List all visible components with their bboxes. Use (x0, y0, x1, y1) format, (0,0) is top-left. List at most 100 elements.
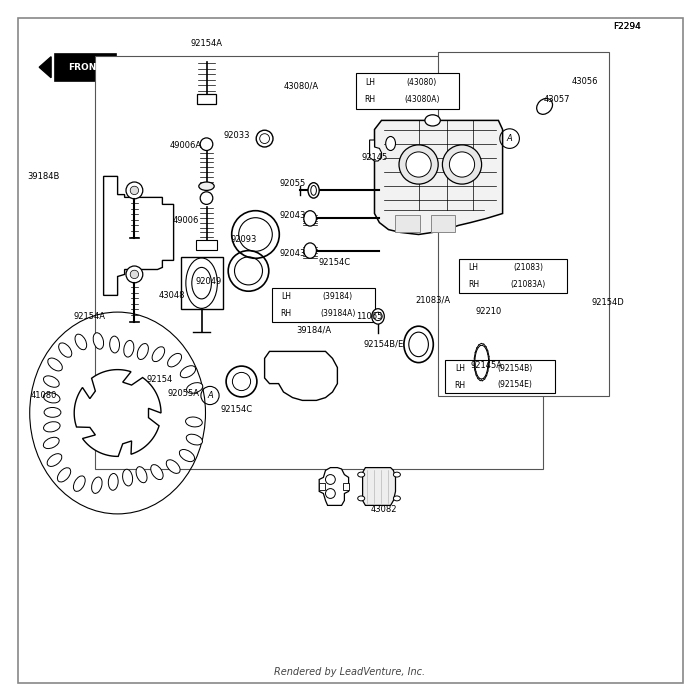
Text: 92154A: 92154A (190, 39, 223, 48)
Bar (272, 288, 375, 322)
Text: 41080: 41080 (30, 391, 57, 400)
Ellipse shape (43, 421, 60, 432)
Ellipse shape (372, 309, 384, 324)
Ellipse shape (308, 183, 319, 198)
Text: 92043: 92043 (279, 211, 306, 220)
Text: 39184/A: 39184/A (296, 326, 331, 335)
Text: 49006: 49006 (172, 216, 199, 225)
Polygon shape (265, 351, 337, 400)
Text: RH: RH (454, 381, 466, 389)
Text: 39184B: 39184B (27, 172, 60, 181)
Polygon shape (74, 370, 161, 456)
Polygon shape (370, 140, 382, 161)
Ellipse shape (75, 334, 87, 350)
Ellipse shape (186, 434, 202, 445)
Ellipse shape (537, 99, 552, 114)
Ellipse shape (74, 476, 85, 491)
Text: (39184): (39184) (323, 293, 353, 301)
Text: 92154A: 92154A (74, 312, 106, 321)
Ellipse shape (150, 465, 163, 480)
Ellipse shape (59, 343, 72, 357)
Ellipse shape (110, 336, 120, 353)
Ellipse shape (43, 376, 60, 387)
Ellipse shape (186, 383, 203, 393)
Bar (395, 215, 420, 232)
Bar (55, 54, 116, 80)
Circle shape (130, 186, 139, 195)
Text: 43082: 43082 (370, 505, 397, 514)
Circle shape (326, 475, 335, 484)
Bar (197, 94, 216, 104)
Text: A: A (507, 134, 512, 143)
Circle shape (226, 366, 257, 397)
Ellipse shape (48, 358, 62, 371)
Text: RH: RH (281, 309, 292, 318)
Text: LH: LH (365, 78, 375, 87)
Text: 21083/A: 21083/A (415, 295, 450, 304)
Ellipse shape (152, 346, 164, 362)
Text: (21083): (21083) (513, 263, 543, 272)
Ellipse shape (181, 365, 195, 378)
Bar (430, 215, 455, 232)
Text: 92145A: 92145A (470, 361, 503, 370)
Bar (438, 52, 609, 395)
Ellipse shape (92, 477, 102, 494)
Text: LH: LH (281, 293, 291, 301)
Text: Rendered by LeadVenture, Inc.: Rendered by LeadVenture, Inc. (274, 667, 426, 677)
Text: (43080): (43080) (407, 78, 437, 87)
Text: 92154D: 92154D (592, 298, 624, 307)
Ellipse shape (137, 344, 148, 360)
Text: (21083A): (21083A) (510, 280, 545, 288)
Polygon shape (104, 176, 174, 295)
Text: 92154C: 92154C (220, 405, 253, 414)
Text: 92154B/E: 92154B/E (363, 340, 404, 349)
Ellipse shape (108, 473, 118, 490)
Polygon shape (319, 468, 349, 505)
Circle shape (442, 145, 482, 184)
Ellipse shape (43, 393, 60, 403)
Bar (319, 483, 325, 490)
Circle shape (126, 182, 143, 199)
Ellipse shape (358, 472, 365, 477)
Bar (444, 360, 555, 393)
Text: 92033: 92033 (223, 132, 250, 140)
Ellipse shape (136, 467, 147, 483)
Polygon shape (363, 468, 396, 505)
Text: 92043: 92043 (279, 249, 306, 258)
Ellipse shape (43, 438, 60, 449)
Text: F2294: F2294 (612, 22, 640, 31)
Ellipse shape (386, 136, 396, 150)
Text: LH: LH (455, 364, 465, 372)
Circle shape (399, 145, 438, 184)
Text: (43080A): (43080A) (404, 95, 440, 104)
Text: RH: RH (468, 280, 480, 288)
Ellipse shape (425, 115, 440, 126)
Text: 11065: 11065 (356, 312, 383, 321)
Text: RH: RH (365, 95, 376, 104)
Ellipse shape (199, 182, 214, 190)
Text: 92055A: 92055A (167, 389, 199, 398)
Text: A: A (207, 391, 213, 400)
Ellipse shape (179, 449, 195, 461)
Ellipse shape (304, 243, 316, 258)
Text: 92154: 92154 (146, 375, 173, 384)
Bar (94, 56, 542, 469)
Text: 43080/A: 43080/A (284, 82, 318, 90)
Bar (196, 240, 217, 250)
Ellipse shape (186, 417, 202, 427)
Text: 49006A: 49006A (169, 141, 202, 150)
Bar (343, 483, 349, 490)
Text: (92154B): (92154B) (498, 364, 533, 372)
Ellipse shape (44, 407, 61, 417)
Circle shape (256, 130, 273, 147)
Text: FRONT: FRONT (68, 63, 103, 71)
Ellipse shape (358, 496, 365, 501)
Bar (181, 257, 223, 309)
Circle shape (449, 152, 475, 177)
Ellipse shape (167, 354, 181, 367)
Circle shape (130, 270, 139, 279)
Ellipse shape (124, 340, 134, 357)
Text: 43048: 43048 (158, 291, 185, 300)
Ellipse shape (167, 460, 180, 473)
Bar (458, 259, 567, 293)
